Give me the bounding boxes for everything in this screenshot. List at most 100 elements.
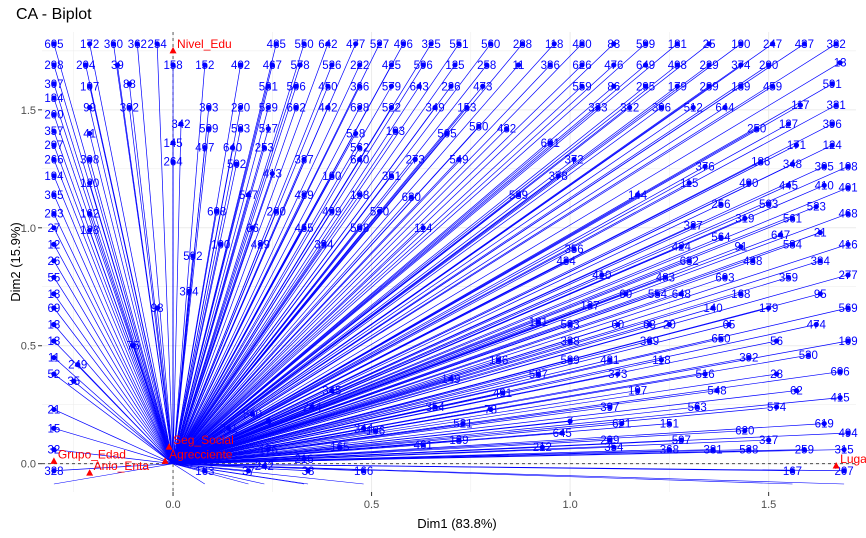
row-point-label: 13 (48, 336, 61, 348)
row-point-label: 523 (807, 202, 826, 214)
row-arrow-line (53, 449, 174, 465)
row-point-label: 425 (382, 60, 401, 72)
row-arrow-line (172, 305, 591, 465)
row-point (579, 41, 585, 47)
row-point-label: 539 (509, 190, 528, 202)
row-point-label: 200 (44, 110, 63, 122)
row-arrow-line (172, 85, 646, 464)
row-point-label: 650 (711, 334, 730, 346)
row-point (261, 463, 267, 469)
row-point (428, 41, 434, 47)
row-point-label: 328 (44, 466, 63, 478)
row-point (773, 338, 780, 344)
row-point (785, 121, 792, 127)
row-arrow-line (172, 390, 638, 465)
row-point-label: 302 (120, 102, 139, 114)
row-point (726, 321, 732, 328)
row-point-label: 401 (838, 183, 857, 195)
row-arrow-line (53, 357, 174, 464)
row-point (293, 104, 299, 111)
row-point (51, 274, 57, 280)
row-point (51, 291, 57, 297)
row-point-label: 359 (779, 272, 798, 284)
row-point (301, 225, 307, 231)
row-point-label: 601 (541, 138, 560, 150)
row-arrow-line (53, 83, 174, 464)
row-arrow-line (172, 86, 420, 464)
row-arrow-line (172, 166, 706, 464)
row-point-label: 83 (607, 39, 620, 51)
row-point-label: 303 (199, 102, 218, 114)
row-point (539, 444, 545, 450)
row-point-label: 396 (823, 119, 842, 131)
row-point-label: 190 (731, 39, 750, 51)
row-arrow-line (172, 260, 690, 465)
row-arrow-line (172, 64, 456, 464)
row-point (797, 102, 804, 108)
row-point (754, 126, 760, 132)
row-point (237, 104, 244, 111)
row-arrow-line (172, 163, 793, 465)
row-point (412, 156, 418, 162)
row-point (555, 173, 561, 179)
row-point-label: 91 (734, 242, 747, 254)
row-arrow-line (172, 43, 329, 464)
row-arrow-line (172, 244, 261, 464)
row-point (599, 272, 605, 278)
row-arrow-line (172, 227, 253, 464)
row-point (456, 437, 462, 443)
row-point-label: 308 (80, 154, 99, 166)
row-point (535, 371, 541, 377)
row-point-label: 530 (799, 350, 818, 362)
row-point (817, 258, 823, 264)
row-point (595, 104, 601, 111)
row-point-label: 564 (711, 232, 731, 244)
row-point-label: 277 (838, 270, 857, 282)
row-point (420, 62, 426, 68)
row-point-label: 494 (838, 428, 858, 440)
row-point (265, 418, 271, 424)
row-point (766, 305, 772, 311)
row-point-label: 362 (128, 39, 147, 51)
row-point (51, 425, 57, 431)
row-point (309, 404, 315, 410)
row-point-label: 103 (386, 126, 405, 138)
row-point-label: 605 (44, 39, 63, 51)
row-point-label: 374 (731, 60, 751, 72)
row-arrow-line (172, 227, 424, 464)
row-point-label: 603 (715, 272, 734, 284)
row-point-label: 27 (48, 223, 61, 235)
row-point-label: 32 (48, 445, 61, 457)
column-point-label: Agrecciente (169, 447, 233, 461)
row-point-label: 162 (80, 209, 99, 221)
row-point (615, 371, 621, 377)
row-point-label: 118 (652, 355, 670, 367)
row-arrow-line (172, 86, 392, 464)
row-point-label: 298 (44, 60, 63, 72)
row-point (535, 319, 541, 325)
row-point (420, 225, 426, 231)
row-point-label: 163 (195, 466, 214, 478)
row-point-label: 98 (151, 303, 164, 315)
row-point-label: 450 (318, 81, 337, 93)
row-point (785, 182, 792, 188)
row-point (547, 140, 553, 146)
row-point (789, 161, 796, 167)
row-point-label: 424 (672, 242, 692, 254)
row-point (785, 274, 792, 280)
row-arrow-line (89, 159, 174, 464)
row-point-label: 503 (759, 199, 778, 211)
row-arrow-line (172, 359, 571, 465)
column-point-label: Seg_Social (173, 433, 234, 447)
row-point (579, 83, 585, 89)
row-point-label: 60 (611, 320, 624, 332)
row-arrow-line (173, 444, 424, 465)
row-arrow-line (89, 86, 174, 464)
row-point-label: 592 (183, 251, 202, 263)
row-point (567, 357, 573, 363)
row-point (571, 156, 577, 162)
row-point (722, 104, 728, 111)
row-point-label: 181 (668, 39, 687, 51)
row-arrow-line (172, 293, 682, 465)
row-point-label: 365 (44, 190, 63, 202)
